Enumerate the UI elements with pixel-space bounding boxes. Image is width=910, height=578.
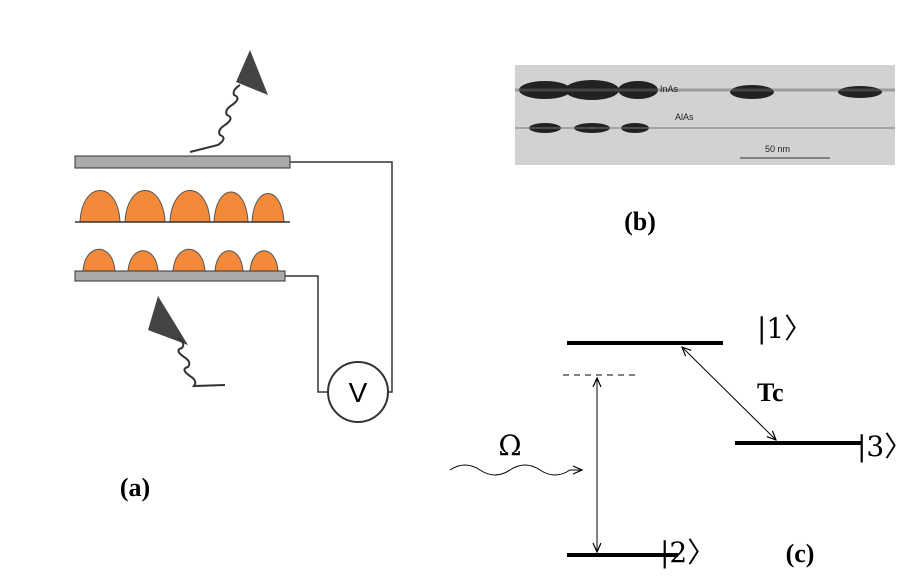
- level-label: |1〉: [757, 312, 812, 345]
- photon-wave-bottom: [177, 337, 226, 388]
- panel-label: (b): [624, 207, 656, 236]
- panel-b: InAs AlAs 50 nm (b): [515, 65, 895, 236]
- dots-upper: [79, 190, 285, 223]
- panel-c: Ω |1〉 |3〉 |2〉 Tc (c): [449, 312, 910, 569]
- tunneling-arrow: [682, 347, 776, 440]
- coupling-label: Tc: [757, 378, 784, 407]
- scale-label: 50 nm: [765, 144, 790, 154]
- top-plate: [74, 155, 291, 169]
- layer-label: InAs: [660, 84, 679, 94]
- level-label: |3〉: [857, 430, 910, 463]
- wire: [290, 161, 393, 393]
- level-label: |2〉: [660, 536, 715, 569]
- photon-detector-bottom: [148, 296, 188, 345]
- voltmeter: [327, 361, 389, 423]
- tem-image: [515, 65, 895, 165]
- photon-wave-top: [189, 84, 241, 153]
- panel-a: V (a): [74, 50, 393, 502]
- wire: [285, 275, 328, 393]
- dots-lower: [82, 248, 279, 272]
- voltmeter-label: V: [349, 377, 368, 408]
- panel-label: (c): [786, 539, 815, 568]
- layer-label: AlAs: [675, 112, 694, 122]
- bottom-plate: [74, 270, 286, 282]
- probe-label: Ω: [498, 429, 521, 462]
- panel-label: (a): [120, 473, 150, 502]
- probe-wave: [449, 464, 582, 476]
- photon-detector-top: [236, 50, 268, 95]
